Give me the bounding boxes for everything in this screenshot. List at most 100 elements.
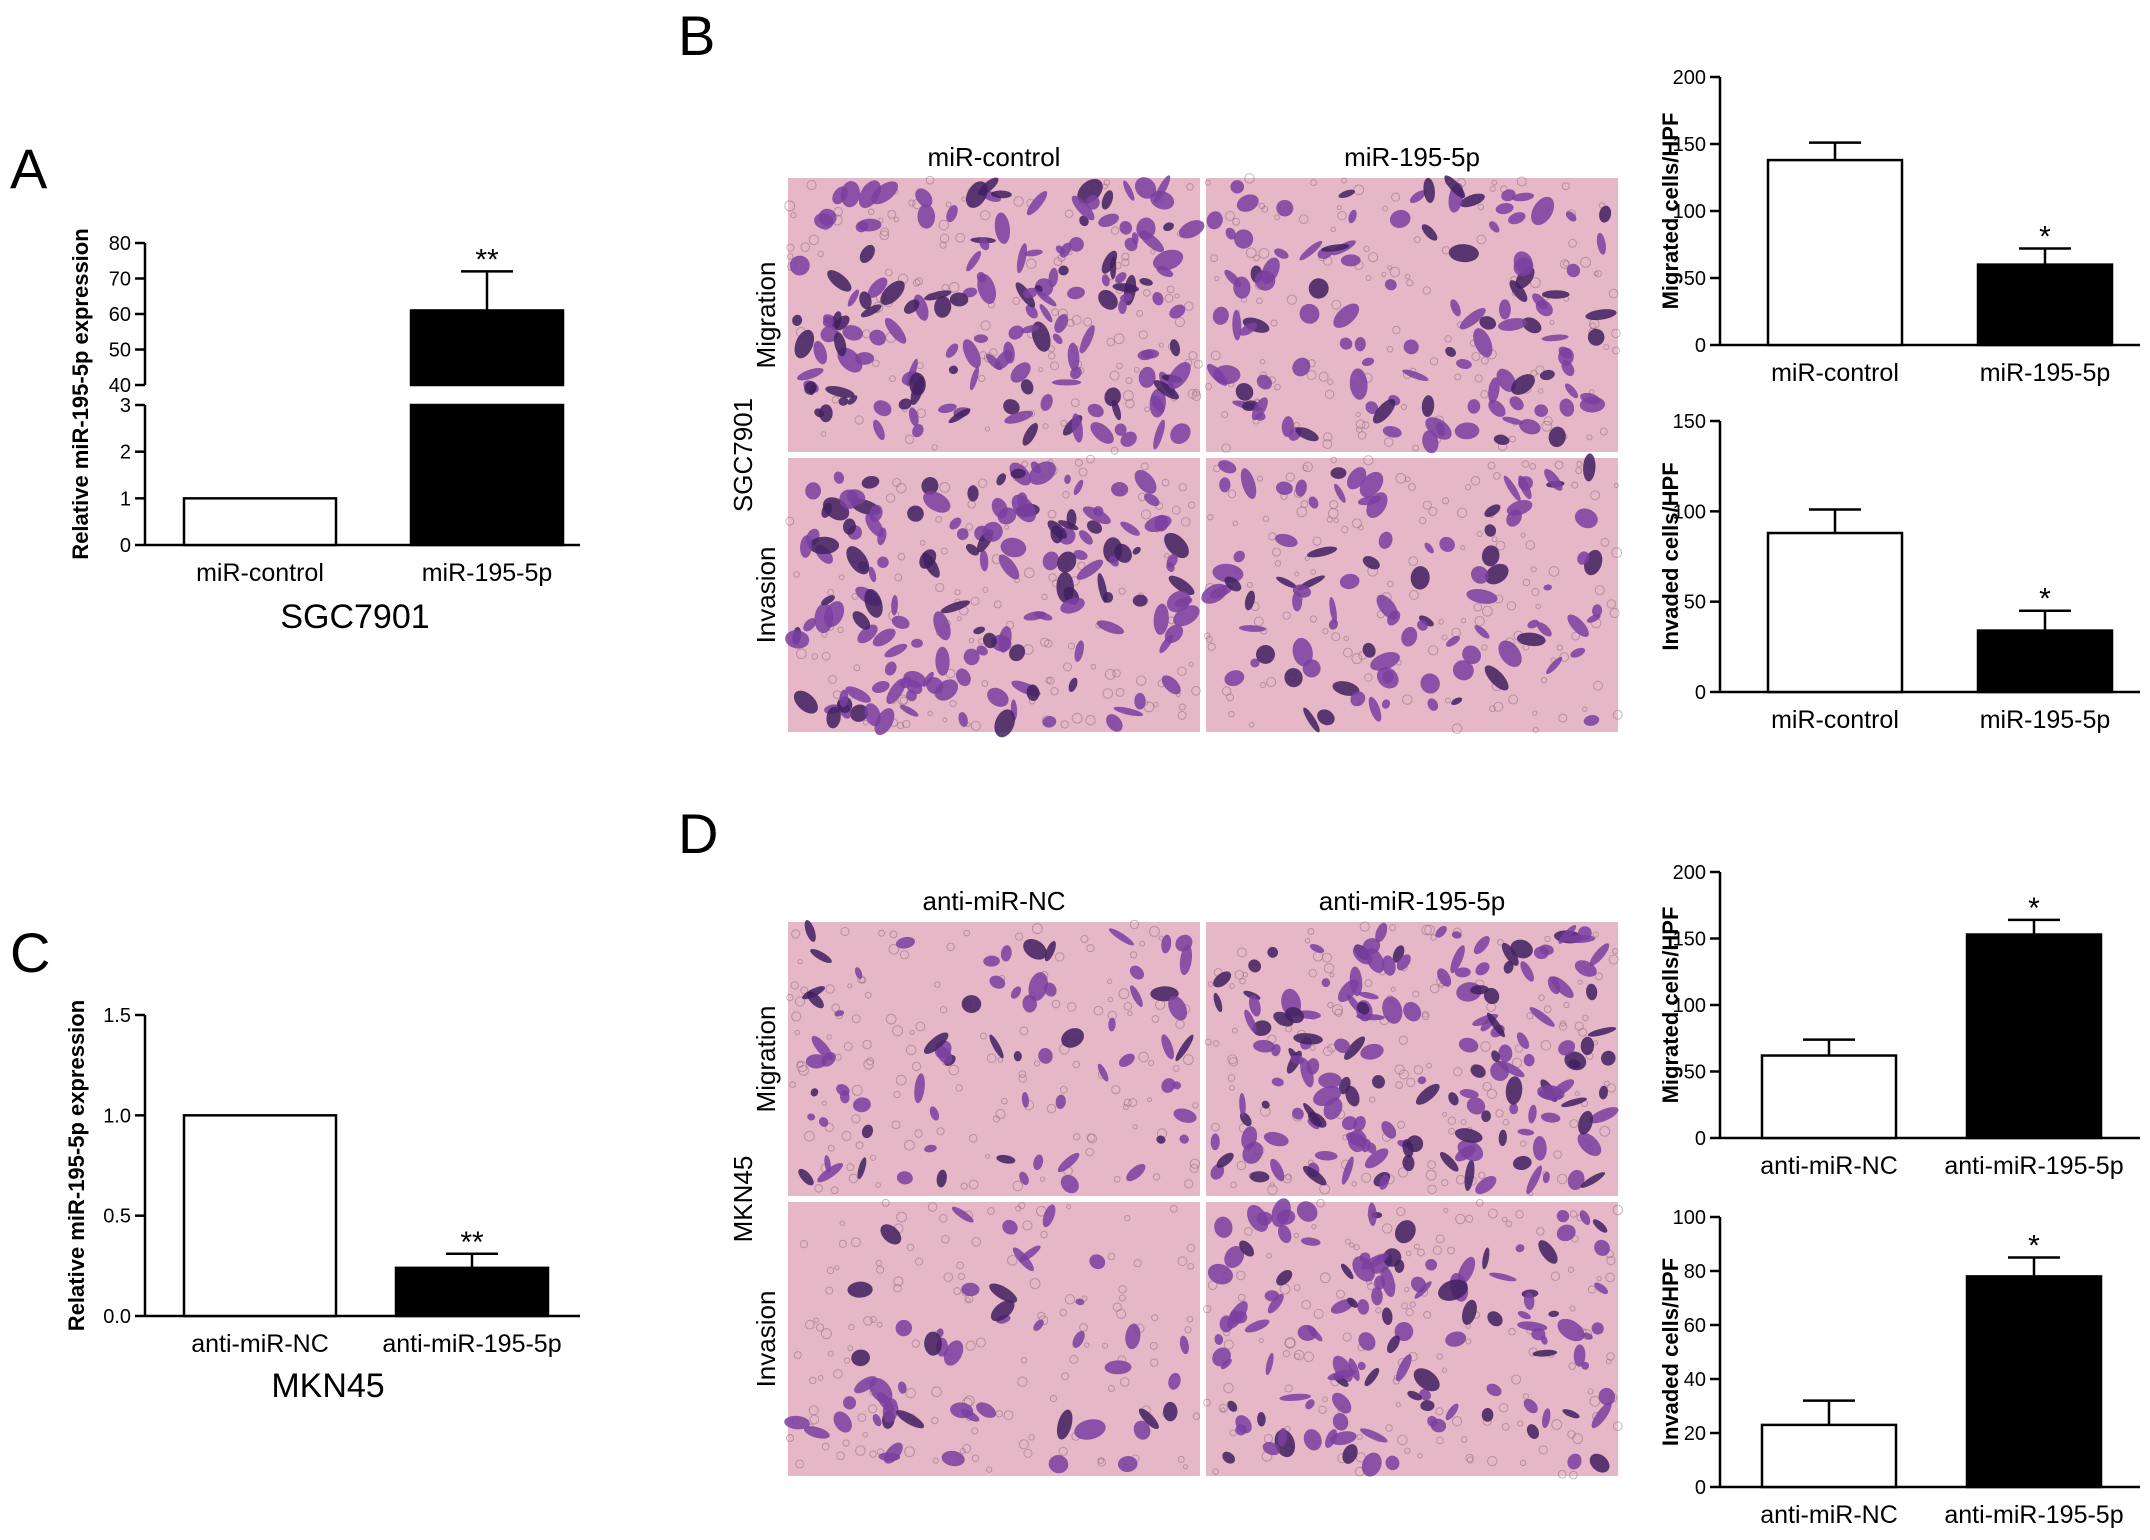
membrane-pore — [965, 1340, 976, 1351]
membrane-pore — [1455, 1213, 1466, 1225]
stained-cell — [1000, 945, 1012, 962]
stained-cell — [1277, 1427, 1288, 1447]
membrane-pore — [1018, 1070, 1027, 1079]
stained-cell — [938, 403, 957, 414]
membrane-pore — [1511, 1374, 1522, 1385]
stained-cell — [1598, 1085, 1608, 1100]
membrane-pore — [1041, 593, 1048, 601]
membrane-pore — [1476, 234, 1487, 245]
stained-cell — [1362, 556, 1380, 570]
significance-marker: ** — [460, 1226, 484, 1259]
stained-cell — [824, 1155, 831, 1173]
stained-cell — [1556, 1209, 1570, 1223]
stained-cell — [1241, 1126, 1258, 1150]
stained-cell — [1253, 1039, 1276, 1053]
membrane-pore — [1508, 435, 1516, 443]
bar-anti-mir-195-5p — [1965, 933, 2103, 1140]
stained-cell — [1123, 180, 1135, 201]
stained-cell — [979, 237, 990, 251]
membrane-pore — [1061, 1372, 1070, 1381]
stained-cell — [1348, 1358, 1360, 1381]
significance-marker: * — [2028, 892, 2040, 925]
membrane-pore — [979, 1032, 987, 1040]
membrane-pore — [939, 233, 950, 244]
stained-cell — [1043, 982, 1057, 997]
membrane-pore — [1447, 1246, 1455, 1255]
membrane-pore — [1001, 1097, 1008, 1105]
stained-cell — [798, 1168, 814, 1186]
membrane-pore — [1324, 389, 1335, 400]
membrane-pore — [1586, 434, 1593, 441]
membrane-pore — [1581, 706, 1588, 712]
stained-cell — [1347, 1297, 1358, 1308]
row-label-invasion: Invasion — [751, 547, 781, 644]
stained-cell — [1371, 1287, 1383, 1306]
stained-cell — [1055, 245, 1065, 255]
stained-cell — [1125, 1323, 1141, 1350]
membrane-pore — [1042, 423, 1049, 430]
stained-cell — [1379, 1174, 1390, 1190]
membrane-pore — [1018, 1074, 1027, 1083]
stained-cell — [1098, 213, 1120, 227]
stained-cell — [1538, 1240, 1558, 1264]
stained-cell — [924, 1331, 942, 1356]
membrane-pore — [1110, 226, 1120, 235]
membrane-pore — [799, 1239, 809, 1249]
membrane-pore — [1421, 924, 1432, 936]
membrane-pore — [1556, 1173, 1568, 1185]
membrane-pore — [848, 1173, 859, 1184]
stained-cell — [1483, 987, 1500, 1005]
stained-cell — [1118, 299, 1127, 315]
membrane-pore — [1577, 979, 1583, 985]
stained-cell — [1168, 575, 1195, 595]
stained-cell — [1313, 1085, 1342, 1107]
membrane-pore — [1438, 982, 1444, 989]
membrane-pore — [1508, 694, 1519, 705]
y-axis-title: Invaded cells/HPF — [1658, 462, 1683, 650]
y-tick-label: 0 — [1695, 1477, 1706, 1499]
stained-cell — [1075, 1298, 1085, 1306]
stained-cell — [1485, 563, 1509, 585]
membrane-pore — [1435, 1234, 1445, 1244]
stained-cell — [1548, 426, 1566, 448]
stained-cell — [1481, 1408, 1494, 1422]
stained-cell — [933, 611, 951, 641]
stained-cell — [1499, 299, 1511, 320]
stained-cell — [1061, 1028, 1085, 1048]
membrane-pore — [795, 1459, 805, 1469]
membrane-pore — [1537, 388, 1544, 394]
stained-cell — [1586, 983, 1598, 1001]
membrane-pore — [1124, 1214, 1131, 1222]
membrane-pore — [1322, 1396, 1328, 1403]
membrane-pore — [1333, 517, 1339, 524]
membrane-pore — [1600, 537, 1610, 547]
membrane-pore — [1327, 378, 1334, 386]
membrane-pore — [793, 571, 800, 578]
membrane-pore — [1363, 455, 1374, 466]
stained-cell — [1529, 1007, 1555, 1027]
membrane-pore — [942, 717, 948, 723]
stained-cell — [1239, 322, 1258, 336]
stained-cell — [1303, 1429, 1322, 1451]
stained-cell — [1523, 1398, 1538, 1414]
membrane-pore — [1232, 520, 1239, 527]
membrane-pore — [1595, 972, 1603, 981]
membrane-pore — [1422, 286, 1431, 295]
membrane-pore — [1456, 507, 1468, 518]
stained-cell — [1511, 374, 1535, 395]
stained-cell — [1276, 1209, 1296, 1225]
stained-cell — [1591, 1402, 1612, 1429]
membrane-pore — [1603, 1080, 1610, 1087]
stained-cell — [994, 709, 1016, 738]
membrane-pore — [1401, 1302, 1409, 1310]
stained-cell — [1129, 965, 1145, 980]
membrane-pore — [1312, 536, 1322, 546]
stained-cell — [1256, 645, 1275, 664]
stained-cell — [1474, 625, 1490, 639]
micrograph-image — [1206, 458, 1618, 732]
membrane-pore — [986, 1466, 993, 1473]
membrane-pore — [863, 1315, 873, 1326]
stained-cell — [1501, 189, 1516, 202]
stained-cell — [1394, 1322, 1414, 1342]
membrane-pore — [851, 1014, 861, 1024]
